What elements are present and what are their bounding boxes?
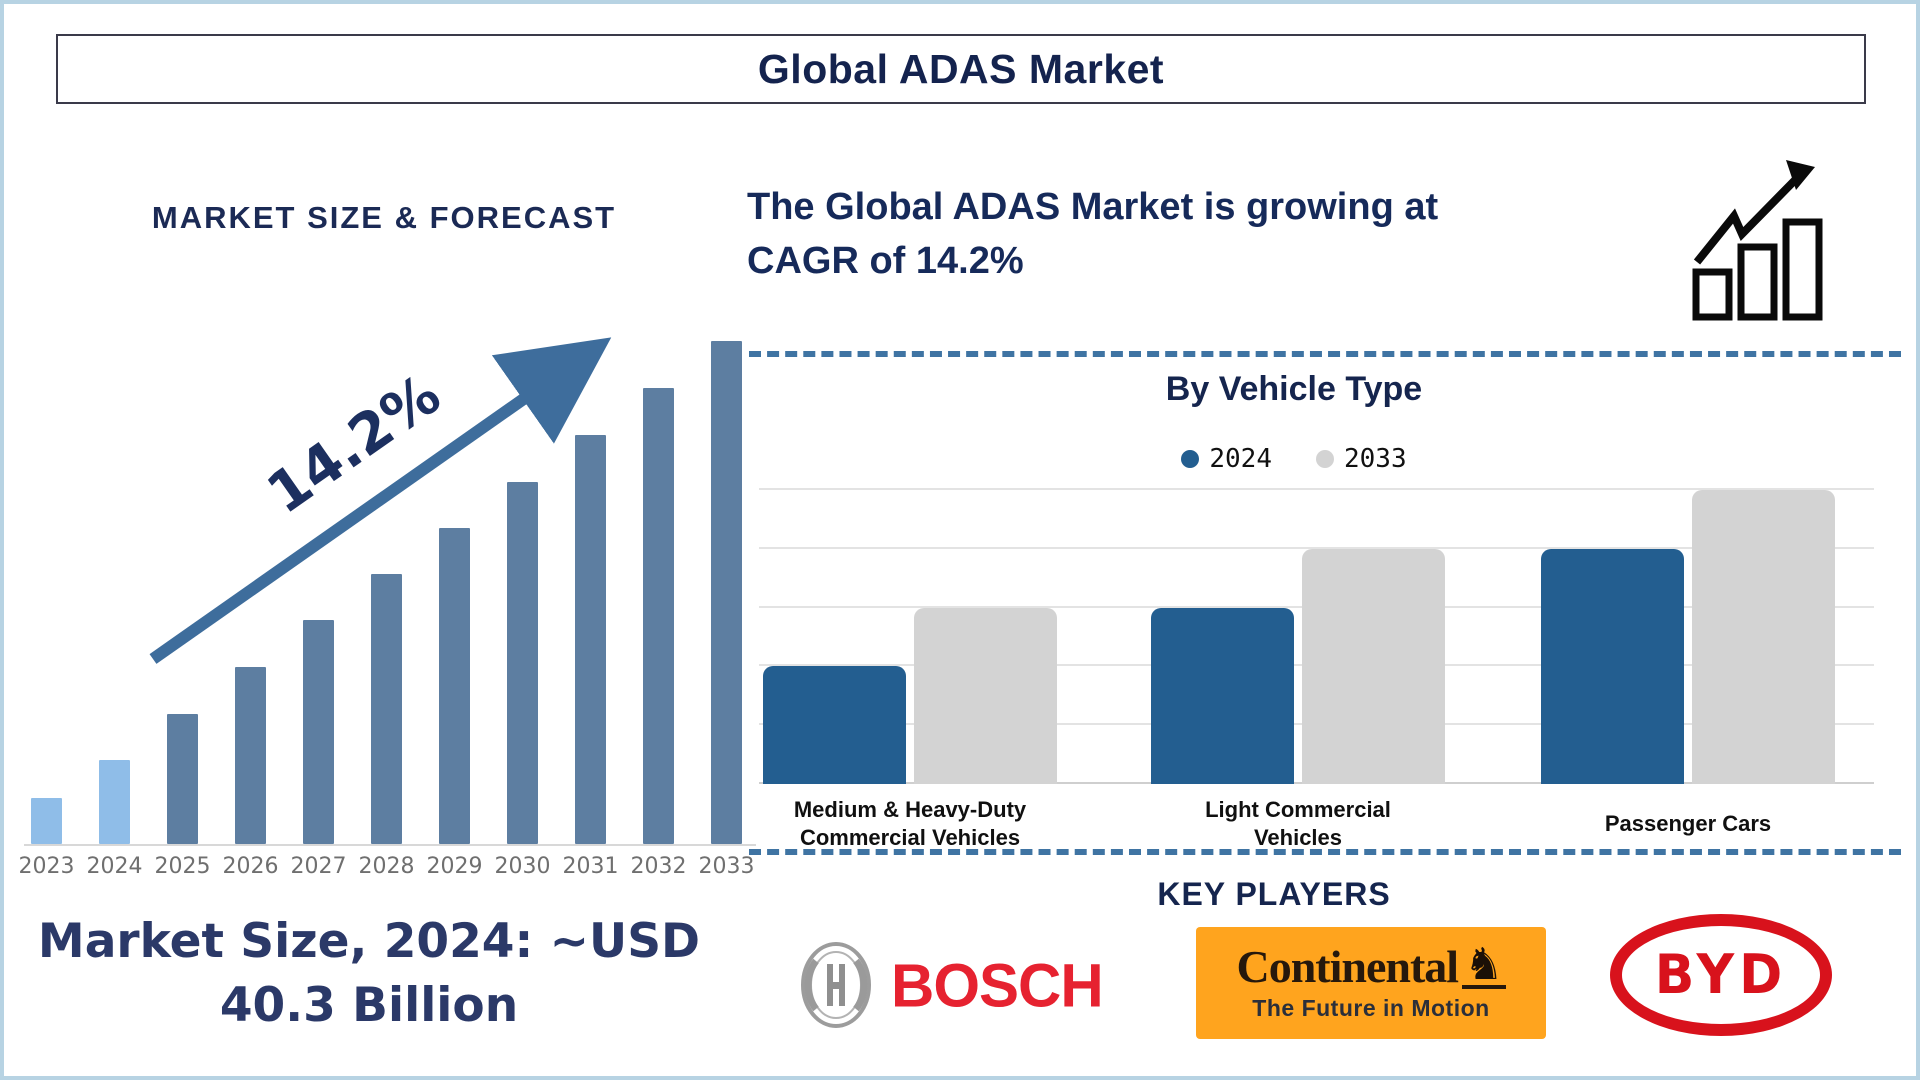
growth-chart-icon (1692, 160, 1823, 321)
vehicle-category-label-2: Light Commercial Vehicles (1205, 797, 1391, 850)
forecast-bar-2024 (99, 760, 130, 844)
x-axis-label-2025: 2025 (154, 854, 211, 879)
x-axis-label-2028: 2028 (358, 854, 415, 879)
forecast-bar-2026 (235, 667, 266, 844)
x-axis-line (24, 844, 756, 846)
forecast-bar-2028 (371, 574, 402, 844)
x-axis-label-2033: 2033 (698, 854, 755, 879)
cagr-statement: The Global ADAS Market is growing at CAG… (747, 180, 1647, 288)
dashed-separator-bottom (749, 849, 1901, 855)
dashed-separator-top (749, 351, 1901, 357)
vehicle-bar-2033-group3 (1692, 490, 1835, 784)
growth-trend-arrow (149, 337, 612, 664)
x-axis-label-2026: 2026 (222, 854, 279, 879)
vehicle-chart-gridline (759, 547, 1874, 549)
continental-horse-icon: ♞ (1462, 939, 1506, 989)
byd-wordmark: BYD (1654, 943, 1788, 1007)
key-players-heading: KEY PLAYERS (1157, 876, 1391, 912)
forecast-bar-2033 (711, 341, 742, 844)
byd-logo: BYD (1610, 914, 1832, 1036)
legend-label-2033: 2033 (1344, 444, 1407, 474)
forecast-bar-2031 (575, 435, 606, 844)
continental-wordmark: Continental (1236, 940, 1459, 992)
market-size-caption-line1: Market Size, 2024: ~USD (37, 914, 701, 969)
x-axis-label-2027: 2027 (290, 854, 347, 879)
vehicle-chart-legend: 2024 2033 (1044, 444, 1544, 474)
forecast-bar-2032 (643, 388, 674, 844)
vehicle-bar-2024-group2 (1151, 608, 1294, 784)
vehicle-bar-2033-group2 (1302, 549, 1445, 784)
vehicle-chart-title: By Vehicle Type (1165, 370, 1423, 408)
legend-dot-2033 (1316, 450, 1334, 468)
forecast-bar-2030 (507, 482, 538, 844)
vehicle-category-label-3: Passenger Cars (1604, 811, 1772, 836)
bosch-armature-icon (801, 942, 871, 1028)
vehicle-bar-2024-group3 (1541, 549, 1684, 784)
cagr-statement-line1: The Global ADAS Market is growing at (747, 186, 1439, 228)
x-axis-label-2029: 2029 (426, 854, 483, 879)
page-title: Global ADAS Market (757, 45, 1165, 92)
forecast-bar-2027 (303, 620, 334, 844)
vehicle-type-bar-chart: Medium & Heavy-Duty Commercial Vehicles Li… (759, 472, 1874, 850)
continental-tagline: The Future in Motion (1252, 994, 1490, 1021)
vehicle-bar-2033-group1 (914, 608, 1057, 784)
legend-item-2033: 2033 (1316, 444, 1407, 474)
vehicle-bar-2024-group1 (763, 666, 906, 784)
bosch-wordmark: BOSCH (891, 950, 1104, 1020)
legend-dot-2024 (1181, 450, 1200, 468)
title-box: Global ADAS Market (56, 34, 1866, 104)
x-axis-label-2032: 2032 (630, 854, 687, 879)
x-axis-label-2023: 2023 (18, 854, 75, 879)
continental-logo: Continental ♞ The Future in Motion (1196, 927, 1546, 1039)
forecast-bar-2023 (31, 798, 62, 844)
forecast-bar-2029 (439, 528, 470, 844)
forecast-bar-2025 (167, 714, 198, 844)
legend-item-2024: 2024 (1181, 444, 1272, 474)
market-size-caption-line2: 40.3 Billion (219, 978, 519, 1033)
legend-label-2024: 2024 (1209, 444, 1272, 474)
bosch-logo: BOSCH (799, 940, 1129, 1030)
x-axis-label-2024: 2024 (86, 854, 143, 879)
vehicle-chart-gridline (759, 488, 1874, 490)
market-size-caption: Market Size, 2024: ~USD 40.3 Billion (34, 910, 704, 1038)
continental-wordmark-row: Continental ♞ (1236, 939, 1506, 992)
x-axis-label-2030: 2030 (494, 854, 551, 879)
cagr-statement-line2: CAGR of 14.2% (747, 240, 1024, 282)
market-size-forecast-heading: MARKET SIZE & FORECAST (151, 200, 617, 235)
vehicle-category-label-1: Medium & Heavy-Duty Commercial Vehicles (793, 797, 1027, 850)
forecast-bar-chart: 2023 2024 2025 2026 2027 2028 2029 2030 2031 2032… (19, 334, 756, 879)
x-axis-label-2031: 2031 (562, 854, 619, 879)
